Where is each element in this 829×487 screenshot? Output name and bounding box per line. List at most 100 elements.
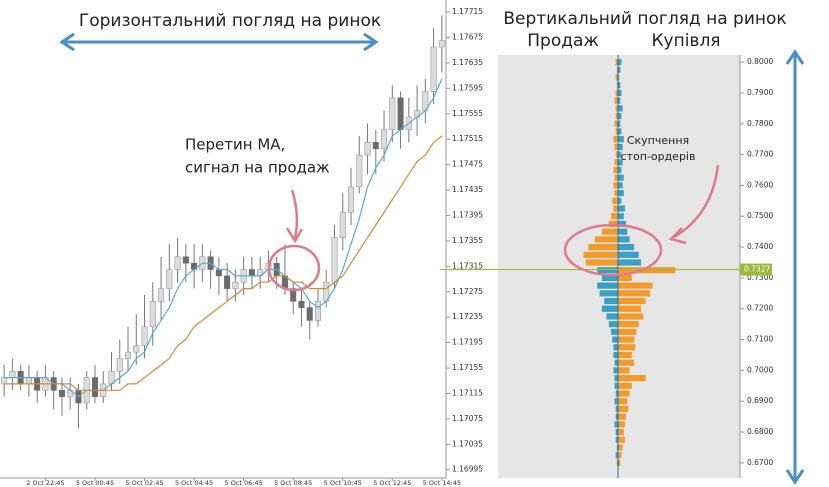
candle-body [232, 281, 239, 289]
y-tick-label: 1.17115 [452, 388, 483, 397]
sell-bar [595, 236, 618, 243]
sell-bar [611, 213, 618, 220]
candle-body [133, 345, 140, 353]
y-tick-label: 1.17475 [452, 160, 483, 169]
current-price-box [740, 263, 772, 276]
vertical-arrow [785, 49, 805, 485]
buy-bar [618, 205, 625, 212]
y-tick-label: 1.17355 [452, 236, 483, 245]
right-annotation: Скупчення [627, 134, 689, 147]
current-price-label: 0.7327 [744, 265, 770, 274]
sell-bar [615, 151, 618, 158]
candle-body [372, 142, 379, 150]
buy-bar [618, 413, 627, 420]
moving-average [4, 135, 443, 391]
buy-bar [618, 151, 622, 158]
candle-body [306, 307, 313, 321]
y-tick-label: 0.7600 [747, 180, 773, 189]
left-title: Горизонтальний погляд на ринок [79, 11, 381, 31]
buy-bar [618, 336, 635, 343]
buy-bar [618, 128, 622, 135]
buy-bar [618, 197, 622, 204]
sell-bar [613, 205, 618, 212]
buy-bar [618, 190, 624, 197]
sell-bar [608, 321, 618, 328]
x-tick-label: 5 Oct 12:45 [373, 479, 411, 487]
y-tick-label: 1.17315 [452, 261, 483, 270]
moving-average [4, 78, 443, 398]
candle-body [149, 300, 156, 328]
sell-bar [616, 82, 618, 89]
sell-bar [615, 413, 618, 420]
buy-bar [618, 367, 630, 374]
y-tick-label: 1.16995 [452, 465, 483, 474]
sell-bar [597, 282, 618, 289]
candle-body [116, 358, 123, 372]
left-annotation: Перетин MA, [185, 136, 285, 154]
buy-bar [618, 305, 641, 312]
sell-bar [597, 267, 618, 274]
sell-bar [614, 143, 618, 150]
sell-bar [613, 351, 618, 359]
sell-bar [614, 97, 618, 104]
y-tick-label: 1.17155 [452, 363, 483, 372]
y-tick-label: 0.8000 [747, 57, 773, 66]
y-tick-label: 0.7400 [747, 242, 773, 251]
buy-bar [618, 274, 632, 281]
candle-body [174, 256, 181, 270]
y-tick-label: 0.7800 [747, 119, 773, 128]
candle-body [331, 237, 338, 283]
x-tick-label: 5 Oct 02:45 [125, 479, 163, 487]
buy-bar [618, 405, 629, 413]
buy-bar [618, 351, 632, 359]
y-tick-label: 1.17715 [452, 7, 483, 16]
sell-bar [615, 59, 618, 66]
sell-bar [614, 375, 618, 382]
y-tick-label: 0.7500 [747, 211, 773, 220]
buy-bar [618, 382, 632, 389]
buy-bar [618, 213, 624, 220]
sell-bar [613, 182, 618, 189]
buy-bar [618, 228, 628, 235]
right-chart: 0.8000 0.7900 0.7800 0.7700 0.7600 0.7500 0.74… [440, 55, 773, 478]
y-tick-label: 1.17075 [452, 414, 483, 423]
candle-body [290, 288, 297, 302]
buy-bar [618, 321, 639, 328]
sell-bar [616, 444, 618, 451]
sell-bar [615, 128, 618, 135]
sell-bar [614, 382, 618, 389]
sell-bar [611, 328, 618, 335]
buy-bar [618, 89, 622, 97]
x-tick-label: 2 Oct 22:45 [26, 479, 64, 487]
buy-bar [618, 344, 636, 351]
buy-bar [618, 82, 621, 89]
x-tick-label: 5 Oct 06:45 [225, 479, 263, 487]
sell-bar [614, 159, 618, 166]
sell-bar [613, 166, 618, 174]
candle-body [347, 186, 355, 213]
legend-sell: Продаж [527, 31, 598, 51]
candle-body [124, 351, 132, 359]
ma-cross-highlight [267, 189, 321, 292]
buy-bar [618, 97, 621, 104]
x-tick-label: 5 Oct 08:45 [274, 479, 312, 487]
y-tick-label: 0.7300 [747, 273, 773, 282]
candle-body [1, 377, 8, 385]
buy-bar [618, 236, 630, 243]
x-tick-label: 5 Oct 14:45 [423, 479, 461, 487]
left-plot-bg [0, 0, 446, 478]
buy-bar [618, 251, 639, 258]
stop-cluster-highlight [563, 164, 720, 277]
buy-bar [618, 359, 635, 366]
sell-bar [588, 243, 618, 251]
buy-bar [618, 428, 624, 436]
sell-bar [612, 197, 618, 204]
y-tick-label: 1.17635 [452, 58, 483, 67]
buy-bar [618, 166, 622, 174]
candle-body [248, 269, 255, 277]
buy-bar [618, 297, 646, 305]
buy-bar [618, 444, 623, 451]
candle-body [182, 256, 189, 264]
sell-bar [585, 259, 618, 266]
buy-bar [618, 436, 625, 443]
